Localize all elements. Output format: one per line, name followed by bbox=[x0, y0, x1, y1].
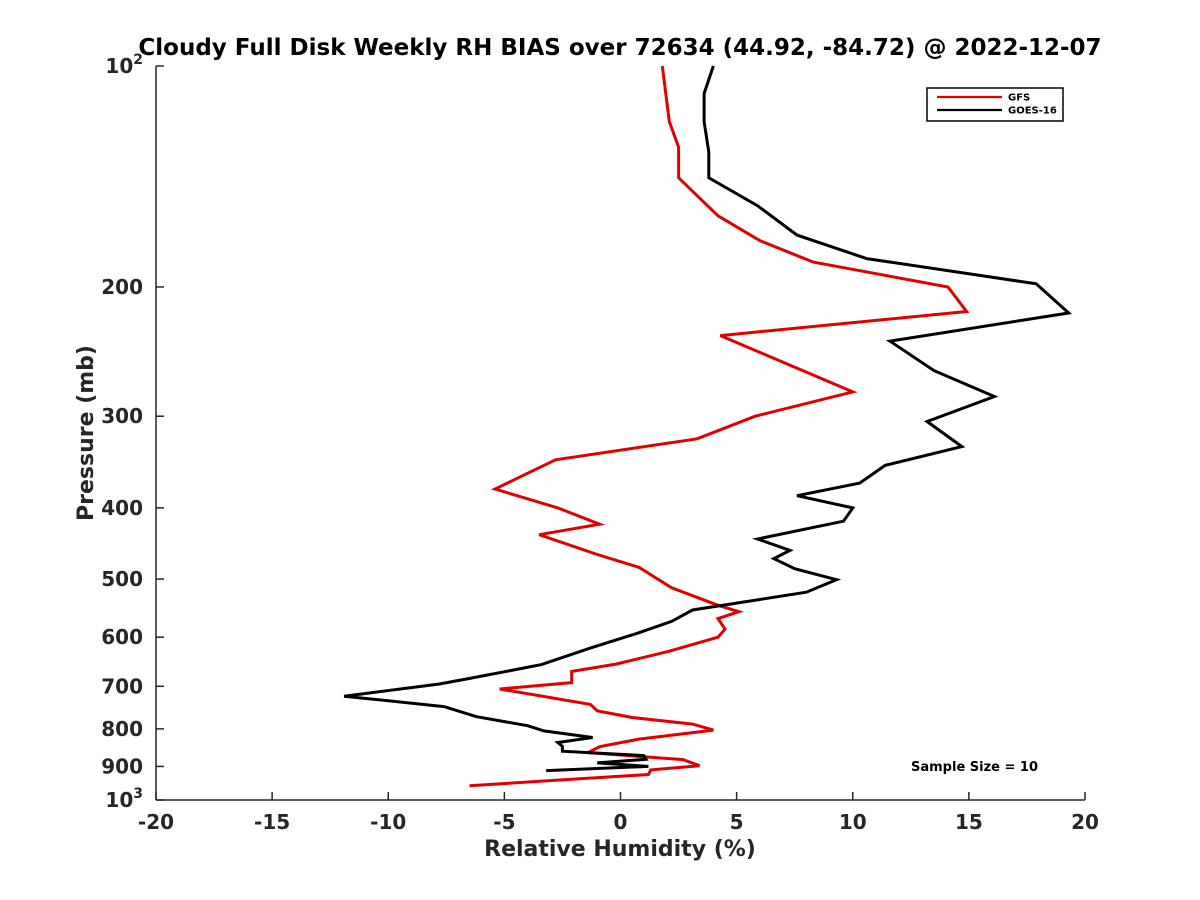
x-axis-label: Relative Humidity (%) bbox=[484, 837, 756, 862]
x-tick-label: -20 bbox=[138, 810, 174, 834]
y-tick-label: 200 bbox=[101, 275, 143, 299]
y-tick-label: 103 bbox=[105, 786, 143, 812]
x-tick-label: 0 bbox=[614, 810, 628, 834]
y-ticks: 102 200 300 400 500 600 700 800 900 103 bbox=[101, 52, 164, 812]
x-tick-label: 10 bbox=[839, 810, 867, 834]
chart-title: Cloudy Full Disk Weekly RH BIAS over 726… bbox=[138, 35, 1101, 61]
legend: GFS GOES-16 bbox=[926, 87, 1064, 122]
legend-label-gfs: GFS bbox=[1008, 93, 1030, 104]
x-tick-label: -15 bbox=[254, 810, 290, 834]
y-tick-label: 700 bbox=[101, 674, 143, 698]
y-tick-label: 900 bbox=[101, 754, 143, 778]
x-tick-label: 20 bbox=[1071, 810, 1099, 834]
x-ticks: -20 -15 -10 -5 0 5 10 15 20 bbox=[138, 792, 1099, 834]
legend-box bbox=[926, 87, 1064, 122]
y-tick-label: 300 bbox=[101, 404, 143, 428]
y-tick-label: 600 bbox=[101, 625, 143, 649]
y-tick-label: 500 bbox=[101, 567, 143, 591]
series-line-gfs bbox=[469, 65, 970, 788]
legend-label-goes16: GOES-16 bbox=[1008, 106, 1057, 117]
x-tick-label: 15 bbox=[955, 810, 983, 834]
sample-size-annotation: Sample Size = 10 bbox=[911, 760, 1038, 775]
y-axis-label: Pressure (mb) bbox=[74, 345, 99, 521]
x-tick-label: -5 bbox=[493, 810, 515, 834]
y-tick-label: 102 bbox=[105, 52, 143, 78]
x-tick-label: -10 bbox=[370, 810, 406, 834]
x-tick-label: 5 bbox=[730, 810, 744, 834]
y-tick-label: 400 bbox=[101, 496, 143, 520]
series-line-goes16 bbox=[343, 65, 1073, 773]
plot-area: -20 -15 -10 -5 0 5 10 15 20 102 200 300 400 500 600 70… bbox=[101, 52, 1099, 834]
y-tick-label: 800 bbox=[101, 717, 143, 741]
series-layer bbox=[343, 65, 1073, 788]
